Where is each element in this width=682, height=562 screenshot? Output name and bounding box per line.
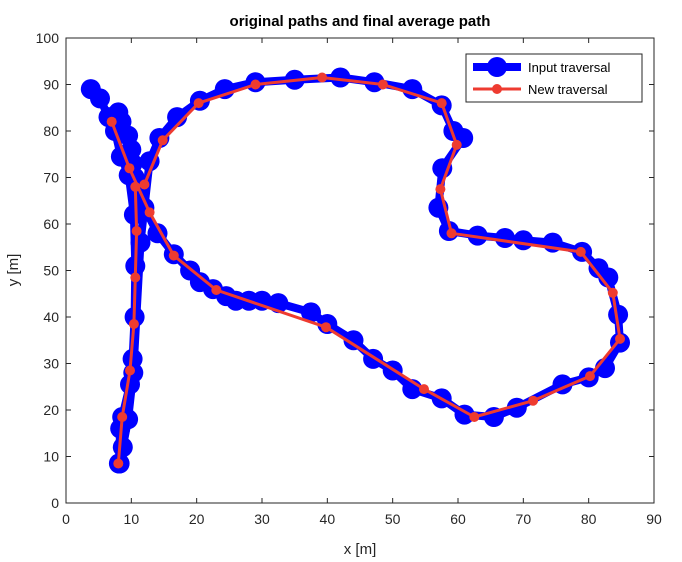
new-traversal-point — [615, 333, 625, 344]
new-traversal-point — [130, 272, 141, 283]
input-traversal-point — [513, 230, 534, 251]
y-tick-label: 50 — [43, 263, 59, 279]
x-tick-label: 90 — [646, 511, 662, 527]
new-traversal-point — [193, 98, 204, 109]
new-traversal-point — [139, 179, 150, 190]
new-traversal-point — [607, 287, 618, 298]
new-traversal-point — [451, 139, 462, 150]
x-tick-label: 40 — [320, 511, 336, 527]
legend-input-marker — [487, 57, 507, 77]
new-traversal-point — [321, 322, 331, 333]
new-traversal-point — [446, 228, 457, 239]
y-tick-label: 40 — [43, 309, 59, 325]
new-traversal-point — [575, 246, 586, 257]
y-tick-label: 20 — [43, 402, 59, 418]
input-traversal-point — [330, 67, 351, 88]
new-traversal-point — [157, 135, 168, 146]
new-traversal-point — [317, 72, 328, 83]
new-traversal-point — [436, 98, 447, 109]
series-layer — [80, 67, 630, 474]
input-traversal-point — [343, 330, 364, 351]
y-tick-label: 100 — [36, 30, 60, 46]
new-traversal-point — [469, 412, 480, 422]
chart-title: original paths and final average path — [230, 13, 491, 30]
new-traversal-point — [117, 412, 128, 422]
x-tick-label: 10 — [124, 511, 140, 527]
new-traversal-point — [168, 250, 179, 261]
new-traversal-point — [124, 163, 135, 174]
legend-new-marker — [492, 84, 502, 94]
x-tick-label: 50 — [385, 511, 401, 527]
y-tick-label: 70 — [43, 170, 59, 186]
plot-area — [65, 37, 655, 504]
y-tick-label: 80 — [43, 123, 59, 139]
new-traversal-point — [377, 79, 388, 90]
y-tick-label: 10 — [43, 449, 59, 465]
axis-ticks: 0 10 20 30 40 50 60 70 80 90 0 10 20 30 40 50 60 70 80 90 10… — [36, 30, 662, 527]
new-traversal-point — [144, 207, 155, 218]
y-tick-label: 60 — [43, 216, 59, 232]
x-tick-label: 80 — [581, 511, 597, 527]
x-axis-label: x [m] — [344, 541, 377, 558]
y-tick-label: 0 — [51, 495, 59, 511]
x-tick-label: 20 — [189, 511, 205, 527]
new-traversal-point — [130, 181, 141, 192]
new-traversal-point — [106, 116, 117, 127]
input-traversal-point — [301, 302, 321, 323]
legend: Input traversal New traversal — [465, 53, 643, 103]
new-traversal-point — [125, 365, 135, 376]
y-tick-label: 90 — [43, 77, 59, 93]
input-traversal-point — [90, 88, 110, 109]
y-tick-label: 30 — [43, 356, 59, 372]
x-tick-label: 70 — [516, 511, 532, 527]
new-traversal-point — [131, 226, 142, 236]
new-traversal-point — [128, 319, 139, 329]
new-traversal-point — [211, 285, 222, 295]
y-axis-label: y [m] — [5, 254, 22, 287]
input-traversal-point — [495, 228, 515, 248]
legend-new-label: New traversal — [528, 82, 608, 97]
new-traversal-point — [585, 371, 595, 382]
input-traversal-point — [130, 232, 151, 253]
new-traversal-point — [528, 395, 539, 406]
input-traversal-point — [112, 437, 133, 458]
x-tick-label: 30 — [254, 511, 270, 527]
new-traversal-line — [110, 76, 622, 465]
input-traversal-point — [608, 304, 629, 325]
legend-input-label: Input traversal — [528, 60, 610, 75]
new-traversal-point — [435, 184, 446, 195]
new-traversal-point — [419, 384, 429, 395]
new-traversal-point — [113, 458, 124, 469]
x-tick-label: 60 — [450, 511, 466, 527]
new-traversal-point — [250, 79, 261, 90]
x-tick-label: 0 — [62, 511, 70, 527]
